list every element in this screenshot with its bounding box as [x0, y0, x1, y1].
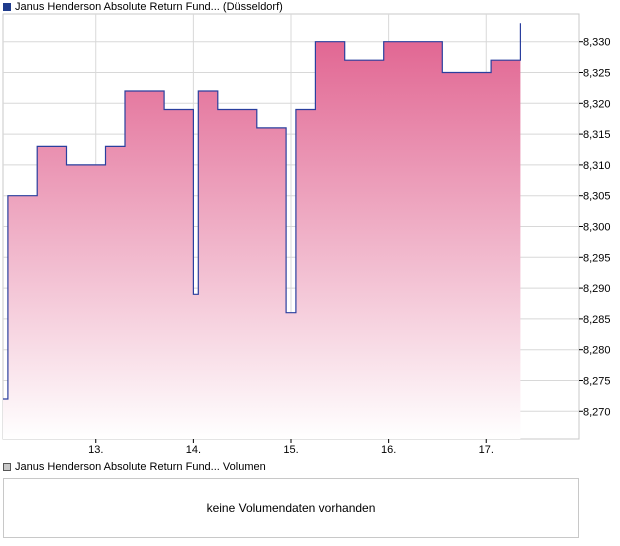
price-legend: Janus Henderson Absolute Return Fund... … — [3, 0, 283, 14]
x-tick-label: 16. — [381, 444, 396, 456]
price-legend-swatch — [3, 3, 11, 11]
price-line — [3, 23, 521, 400]
y-tick-label: 8,330 — [583, 37, 611, 49]
y-axis: 8,270 8,275 8,280 8,285 8,290 8,295 8,300 8,305… — [579, 37, 611, 418]
volume-legend: Janus Henderson Absolute Return Fund... … — [3, 460, 266, 474]
y-tick-label: 8,270 — [583, 406, 611, 418]
y-tick-label: 8,320 — [583, 98, 611, 110]
price-legend-label: Janus Henderson Absolute Return Fund... … — [15, 1, 283, 13]
x-tick-label: 17. — [479, 444, 494, 456]
x-tick-label: 13. — [88, 444, 103, 456]
price-area — [3, 23, 521, 439]
volume-legend-swatch — [3, 463, 11, 471]
y-tick-label: 8,285 — [583, 314, 611, 326]
volume-legend-label: Janus Henderson Absolute Return Fund... … — [15, 461, 266, 473]
y-tick-label: 8,290 — [583, 283, 611, 295]
x-tick-label: 14. — [186, 444, 201, 456]
y-tick-label: 8,325 — [583, 68, 611, 80]
x-axis: 13. 14. 15. 16. 17. — [88, 439, 494, 456]
x-tick-label: 15. — [283, 444, 298, 456]
volume-panel: keine Volumendaten vorhanden — [3, 478, 579, 538]
y-tick-label: 8,305 — [583, 191, 611, 203]
price-chart: 8,270 8,275 8,280 8,285 8,290 8,295 8,300 8,305… — [2, 13, 611, 456]
y-tick-label: 8,295 — [583, 252, 611, 264]
y-tick-label: 8,300 — [583, 222, 611, 234]
y-tick-label: 8,310 — [583, 160, 611, 172]
y-tick-label: 8,280 — [583, 345, 611, 357]
volume-empty-message: keine Volumendaten vorhanden — [206, 501, 376, 515]
y-tick-label: 8,275 — [583, 375, 611, 387]
y-tick-label: 8,315 — [583, 129, 611, 141]
